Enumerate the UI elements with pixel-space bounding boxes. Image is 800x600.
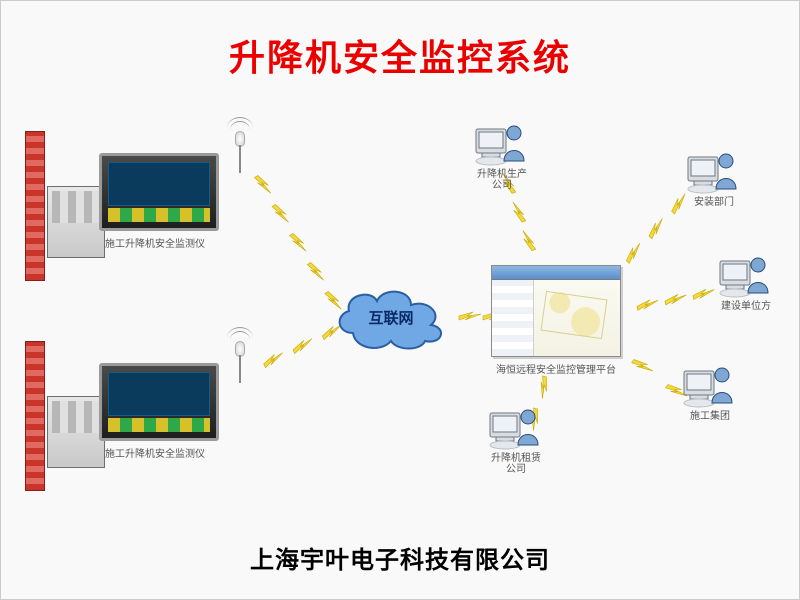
window-titlebar xyxy=(492,266,620,280)
elevator-label: 施工升降机安全监测仪 xyxy=(105,235,205,250)
elevator-unit-0: 施工升降机安全监测仪 xyxy=(25,131,245,281)
elevator-cage xyxy=(47,186,105,258)
page-title: 升降机安全监控系统 xyxy=(1,29,799,81)
client-installer: 安装部门 xyxy=(669,149,759,208)
management-platform: 海恒远程安全监控管理平台 xyxy=(491,265,621,375)
tower-rail xyxy=(25,131,45,281)
elevator-cage xyxy=(47,396,105,468)
client-leasing: 升降机租赁公司 xyxy=(471,405,561,475)
client-manufacturer: 升降机生产公司 xyxy=(457,121,547,191)
client-label: 施工集团 xyxy=(665,411,755,422)
client-owner: 建设单位方 xyxy=(701,253,791,312)
antenna-1 xyxy=(233,337,247,383)
client-contractor: 施工集团 xyxy=(665,363,755,422)
client-label: 建设单位方 xyxy=(701,301,791,312)
antenna-0 xyxy=(233,127,247,173)
monitor-device xyxy=(99,363,219,441)
platform-map xyxy=(534,280,620,356)
system-diagram: 施工升降机安全监测仪 施工升降机安全监测仪 互联网 海恒远程安全监控管理平台 xyxy=(1,121,800,541)
client-label: 安装部门 xyxy=(669,197,759,208)
elevator-label: 施工升降机安全监测仪 xyxy=(105,445,205,460)
monitor-device xyxy=(99,153,219,231)
client-label: 升降机生产公司 xyxy=(457,169,547,191)
tower-rail xyxy=(25,341,45,491)
elevator-unit-1: 施工升降机安全监测仪 xyxy=(25,341,245,491)
client-label: 升降机租赁公司 xyxy=(471,453,561,475)
internet-cloud: 互联网 xyxy=(331,281,451,353)
platform-sidebar xyxy=(492,280,534,356)
company-footer: 上海宇叶电子科技有限公司 xyxy=(1,540,799,575)
cloud-label: 互联网 xyxy=(331,307,451,328)
platform-label: 海恒远程安全监控管理平台 xyxy=(491,361,621,376)
platform-window xyxy=(491,265,621,357)
